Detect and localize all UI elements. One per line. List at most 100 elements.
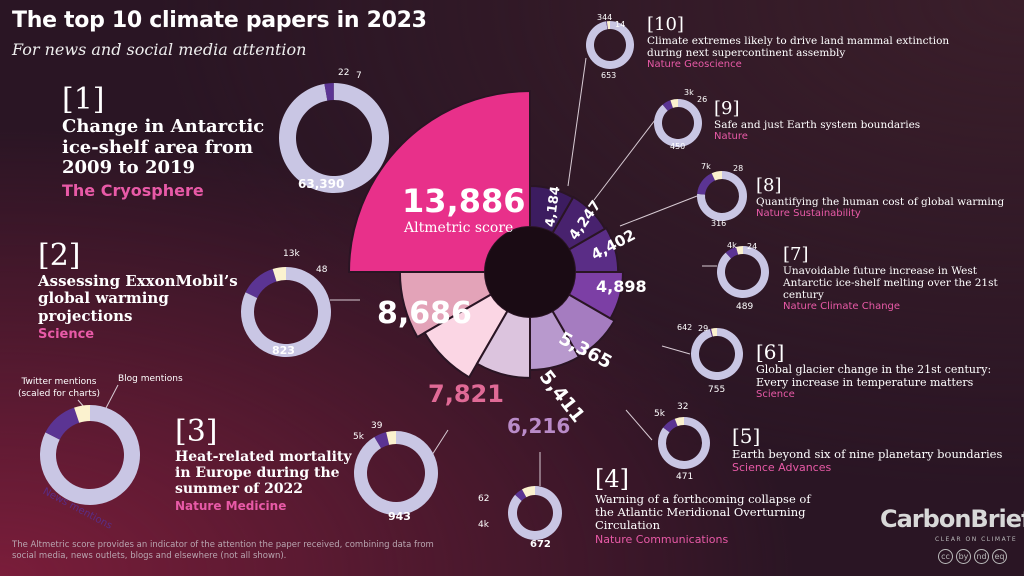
donut5-twitter: 5k bbox=[654, 409, 665, 419]
paper-journal: Nature Sustainability bbox=[756, 208, 861, 220]
donut10-twitter: 344 bbox=[597, 13, 613, 22]
donut-4-twitter-segment bbox=[515, 489, 527, 501]
donut3-twitter: 5k bbox=[353, 432, 364, 442]
donut3-blog: 39 bbox=[371, 421, 383, 431]
donut-9-twitter-segment bbox=[662, 100, 673, 111]
brand-tagline: CLEAR ON CLIMATE bbox=[935, 536, 1018, 543]
legend-donut-news-segment bbox=[39, 405, 140, 505]
paper-journal: Nature bbox=[714, 131, 748, 143]
donut-7-twitter-segment bbox=[725, 246, 739, 259]
legend-blog-label: Blog mentions bbox=[118, 374, 183, 384]
legend-donut-twitter-segment bbox=[45, 407, 80, 440]
donut2-blog: 48 bbox=[316, 265, 328, 275]
paper-title: Safe and just Earth system boundaries bbox=[714, 119, 921, 131]
center-hole bbox=[485, 227, 575, 317]
brand-logo: CarbonBrief bbox=[880, 505, 1024, 533]
donut8-blog: 28 bbox=[733, 164, 744, 173]
score-label-1: 13,886 bbox=[402, 182, 525, 220]
paper-rank: [10] bbox=[647, 14, 684, 35]
paper-8: [8] Quantifying the human cost of global… bbox=[756, 175, 1016, 219]
paper-rank: [6] bbox=[756, 340, 785, 364]
paper-journal: The Cryosphere bbox=[62, 181, 204, 201]
paper-rank: [4] bbox=[595, 465, 629, 493]
page-subtitle: For news and social media attention bbox=[12, 40, 307, 59]
center-score-caption: Altmetric score bbox=[404, 220, 514, 236]
donut-3-blog-segment bbox=[386, 431, 396, 445]
paper-journal: Nature Geoscience bbox=[647, 59, 742, 71]
donut5-news: 471 bbox=[676, 472, 694, 482]
by-license-icon: by bbox=[956, 549, 971, 564]
donut9-twitter: 3k bbox=[684, 88, 694, 97]
paper-1: [1] Change in Antarctic ice-shelf area f… bbox=[62, 82, 272, 200]
donut1-blog: 22 bbox=[338, 68, 350, 78]
donut9-blog: 26 bbox=[697, 95, 708, 104]
score-label-7: 4,898 bbox=[596, 277, 647, 296]
paper-rank: [5] bbox=[732, 424, 761, 448]
paper-title: Quantifying the human cost of global war… bbox=[756, 196, 1005, 208]
paper-title: Heat-related mortality in Europe during … bbox=[175, 449, 352, 498]
donut-6-twitter-segment bbox=[709, 328, 713, 337]
donut-8-blog-segment bbox=[711, 171, 722, 181]
paper-rank: [1] bbox=[62, 82, 105, 117]
donut10-blog: 14 bbox=[615, 20, 626, 29]
paper-title: Earth beyond six of nine planetary bound… bbox=[732, 447, 1003, 461]
score-value: 13,886 bbox=[402, 182, 526, 220]
donut7-news: 489 bbox=[736, 302, 754, 312]
paper-title: Global glacier change in the 21st centur… bbox=[756, 363, 992, 389]
footnote: The Altmetric score provides an indicato… bbox=[12, 540, 434, 562]
legend-blog-leader bbox=[105, 384, 119, 409]
donut8-twitter: 7k bbox=[701, 162, 711, 171]
donut-10-twitter-segment bbox=[606, 21, 608, 30]
donut-9-news-segment bbox=[654, 99, 702, 147]
donut-6-blog-segment bbox=[711, 328, 717, 337]
donut-5-blog-segment bbox=[674, 417, 684, 427]
donut-7-news-segment bbox=[717, 246, 770, 298]
donut7-blog: 24 bbox=[747, 242, 758, 251]
donut4-blog: 62 bbox=[478, 494, 490, 504]
paper-title: Assessing ExxonMobil’s global warming pr… bbox=[38, 272, 238, 325]
donut1-news: 63,390 bbox=[298, 177, 345, 191]
paper-6: [6] Global glacier change in the 21st ce… bbox=[756, 340, 1006, 400]
paper-journal: Science Advances bbox=[732, 461, 832, 475]
donut-7-blog-segment bbox=[735, 246, 743, 255]
donut-6-news-segment bbox=[691, 328, 744, 381]
paper-journal: Science bbox=[756, 389, 795, 401]
paper-journal: Science bbox=[38, 326, 95, 342]
donut8-news: 316 bbox=[711, 219, 727, 228]
cc-license-icon: cc bbox=[938, 549, 953, 564]
donut6-twitter: 642 bbox=[677, 323, 693, 332]
paper-journal: Nature Climate Change bbox=[783, 301, 901, 313]
donut4-twitter: 4k bbox=[478, 520, 489, 530]
donut2-news: 823 bbox=[272, 344, 295, 357]
donut-5-news-segment bbox=[657, 417, 710, 470]
donut-2-blog-segment bbox=[272, 267, 286, 282]
donut9-news: 450 bbox=[670, 142, 686, 151]
leader-line-10 bbox=[567, 57, 587, 187]
paper-rank: [7] bbox=[783, 244, 809, 265]
leader-line-8 bbox=[619, 195, 698, 227]
donut1-extra: 7 bbox=[356, 71, 362, 81]
donut-8-twitter-segment bbox=[697, 173, 715, 195]
donut3-news: 943 bbox=[388, 510, 411, 523]
donut4-news: 672 bbox=[530, 539, 551, 550]
paper-rank: [3] bbox=[175, 414, 218, 449]
donut-10-news-segment bbox=[586, 21, 634, 70]
paper-title: Warning of a forthcoming collapse of the… bbox=[595, 492, 811, 533]
paper-title: Climate extremes likely to drive land ma… bbox=[647, 35, 950, 60]
donut10-news: 653 bbox=[601, 71, 617, 80]
donut6-blog: 29 bbox=[698, 324, 709, 333]
leader-line-5 bbox=[625, 409, 653, 441]
donut-3-news-segment bbox=[354, 430, 439, 515]
leader-line-6 bbox=[661, 345, 691, 355]
paper-2: [2] Assessing ExxonMobil’s global warmin… bbox=[38, 238, 248, 342]
donut-3-twitter-segment bbox=[374, 432, 390, 449]
paper-journal: Nature Medicine bbox=[175, 499, 287, 514]
donut-2-twitter-segment bbox=[245, 269, 277, 298]
donut6-news: 755 bbox=[708, 385, 726, 395]
score-label-4: 6,216 bbox=[507, 414, 571, 438]
donut-4-news-segment bbox=[508, 486, 562, 540]
paper-3: [3] Heat-related mortality in Europe dur… bbox=[175, 414, 355, 513]
paper-rank: [9] bbox=[714, 98, 740, 119]
donut-1-news-segment bbox=[278, 83, 389, 194]
